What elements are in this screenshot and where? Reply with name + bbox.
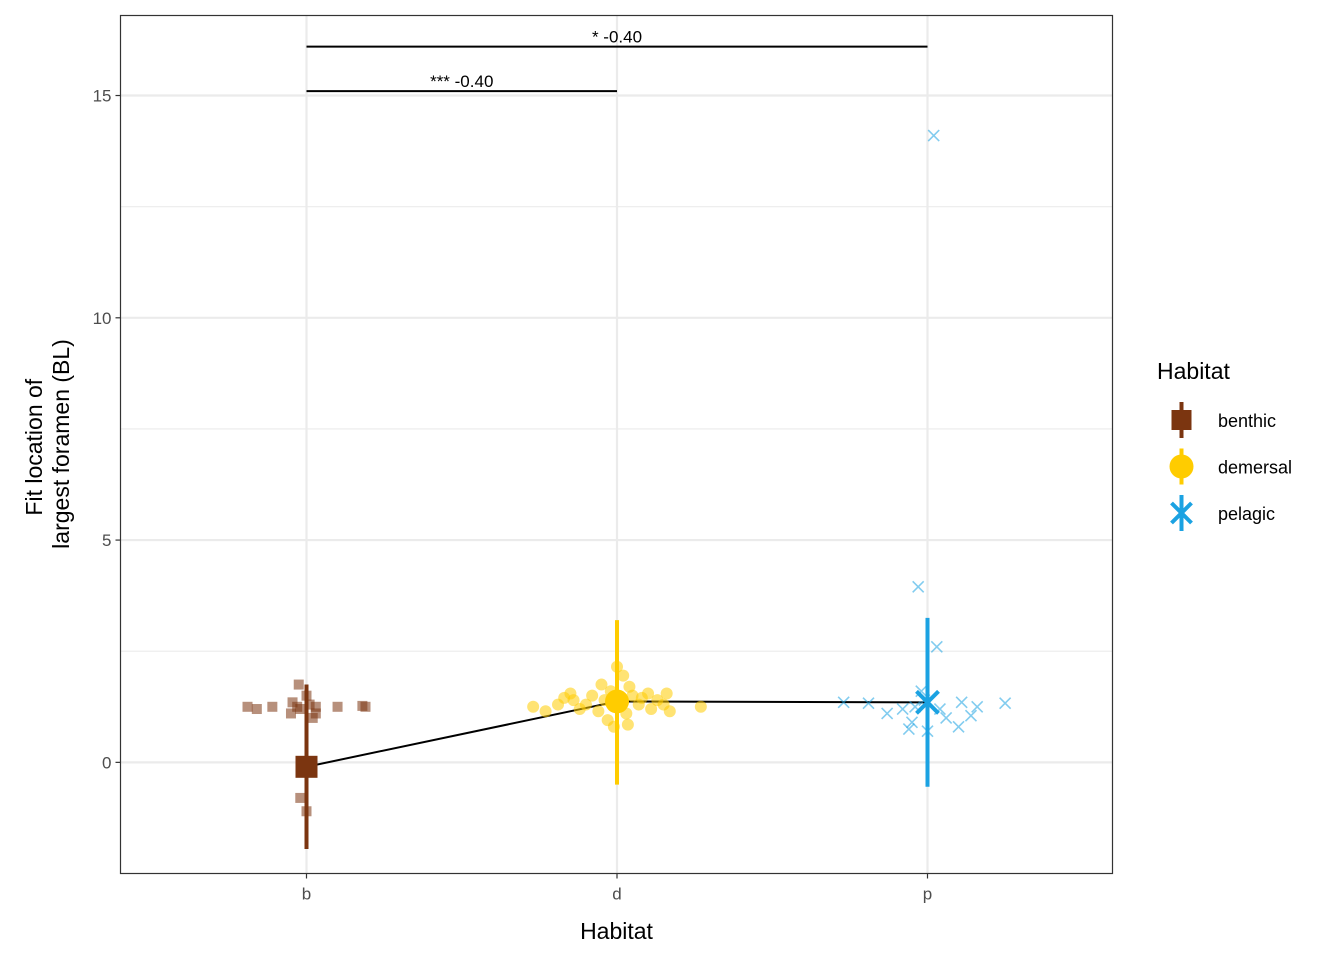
data-point — [626, 689, 639, 702]
significance-label: *** -0.40 — [430, 72, 493, 91]
data-point — [660, 687, 673, 700]
legend-label-pelagic: pelagic — [1218, 504, 1275, 524]
data-point — [579, 698, 592, 711]
data-point — [310, 708, 321, 719]
x-tick-label: d — [612, 885, 621, 904]
y-tick-label: 15 — [93, 87, 112, 106]
data-point — [999, 697, 1012, 710]
mean-marker — [915, 689, 940, 715]
data-point — [663, 705, 676, 718]
y-axis-title-line-2: largest foramen (BL) — [48, 339, 74, 549]
data-point — [952, 720, 965, 733]
data-point — [310, 701, 321, 712]
data-point — [955, 696, 968, 709]
data-point — [902, 722, 915, 736]
data-point — [360, 701, 371, 712]
legend-key-marker — [1169, 454, 1194, 479]
data-point — [251, 704, 262, 715]
data-point — [304, 699, 315, 710]
x-axis-title: Habitat — [580, 918, 653, 944]
data-point — [930, 640, 943, 653]
data-points — [242, 129, 1012, 817]
y-axis: 0 5 10 15 — [93, 87, 121, 772]
data-point — [586, 689, 599, 702]
data-point — [837, 696, 850, 709]
legend-title: Habitat — [1157, 358, 1230, 384]
mean-marker — [605, 689, 629, 714]
y-tick-label: 10 — [93, 309, 112, 328]
summary-markers — [295, 617, 940, 850]
data-point — [527, 700, 540, 713]
data-point — [642, 687, 655, 700]
data-point — [295, 704, 306, 715]
data-point — [539, 705, 552, 718]
data-point — [295, 792, 306, 803]
significance-brackets: *** -0.40 * -0.40 — [306, 28, 928, 93]
data-point — [881, 707, 894, 720]
data-point — [267, 701, 278, 712]
data-point — [971, 700, 984, 713]
data-point — [293, 679, 304, 690]
data-point — [285, 708, 296, 719]
data-point — [940, 711, 953, 724]
data-point — [242, 701, 253, 712]
y-tick-label: 0 — [102, 753, 111, 772]
data-point — [964, 709, 978, 722]
data-point — [621, 718, 634, 731]
data-point — [694, 700, 707, 713]
data-point — [567, 694, 580, 707]
x-tick-label: p — [923, 885, 932, 904]
data-point — [645, 703, 658, 716]
y-tick-label: 5 — [102, 531, 111, 550]
legend-label-demersal: demersal — [1218, 458, 1292, 478]
x-tick-label: b — [302, 885, 311, 904]
y-axis-title-line-1: Fit location of — [21, 378, 47, 515]
data-point — [617, 669, 630, 682]
data-point — [332, 701, 343, 712]
data-point — [927, 129, 940, 142]
data-point — [595, 678, 608, 691]
data-point — [592, 705, 605, 718]
significance-label: * -0.40 — [592, 28, 642, 47]
legend-key-marker — [1171, 410, 1192, 430]
data-point — [912, 580, 925, 593]
data-point — [862, 697, 875, 710]
mean-marker — [295, 755, 318, 778]
data-point — [896, 702, 909, 716]
legend-label-benthic: benthic — [1218, 411, 1276, 431]
data-point — [905, 716, 919, 729]
legend: Habitat benthic demersal pelagic — [1157, 358, 1292, 531]
y-axis-title: Fit location of largest foramen (BL) — [21, 339, 74, 549]
legend-key-marker — [1170, 501, 1193, 525]
